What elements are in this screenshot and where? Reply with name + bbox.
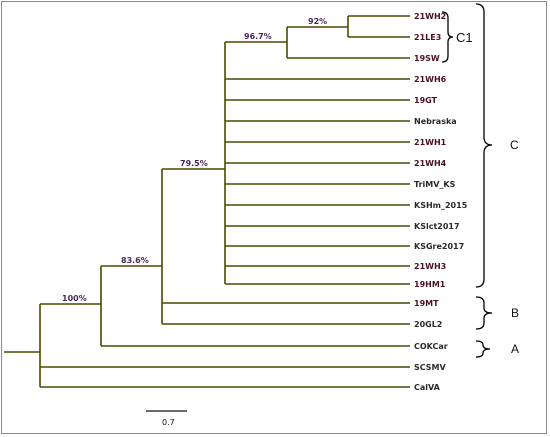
taxon-label: 21WH4 [414, 159, 447, 168]
taxon-label: CalVA [414, 383, 441, 392]
taxon-label: 19MT [414, 299, 439, 308]
support-n100: 100% [62, 294, 87, 303]
clade-label-a: A [511, 342, 519, 356]
clade-brackets: C1 C B A [441, 3, 519, 358]
taxon-label: TriMV_KS [414, 180, 456, 189]
taxon-label: COKCar [414, 342, 448, 351]
taxon-label: 21WH3 [414, 262, 446, 271]
clade-label-c1: C1 [456, 30, 473, 45]
taxon-label: 21WH2 [414, 12, 446, 21]
taxon-label: KSHm_2015 [414, 201, 468, 210]
support-n92: 92% [308, 17, 327, 26]
support-values: 92% 96.7% 79.5% 83.6% 100% [62, 17, 327, 303]
taxon-label: 21LE3 [414, 33, 441, 42]
scale-bar: 0.7 [146, 410, 187, 427]
support-n836: 83.6% [121, 256, 149, 265]
support-n96: 96.7% [244, 32, 272, 41]
taxon-label: 19SW [414, 54, 440, 63]
taxon-label: 19HM1 [414, 280, 446, 289]
taxon-label: 19GT [414, 96, 438, 105]
taxon-label: 21WH1 [414, 138, 447, 147]
taxon-label: KSGre2017 [414, 242, 464, 251]
bracket-c1 [441, 11, 454, 63]
bracket-b [475, 296, 493, 330]
taxon-labels: 21WH2 21LE3 19SW 21WH6 19GT Nebraska 21W… [414, 12, 468, 392]
taxon-label: 20GL2 [414, 320, 442, 329]
clade-label-c: C [510, 138, 519, 152]
taxon-label: SCSMV [414, 363, 447, 372]
taxon-label: KSlct2017 [414, 222, 460, 231]
bracket-a [475, 340, 491, 358]
support-n795: 79.5% [180, 159, 208, 168]
bracket-c [475, 3, 493, 288]
scale-bar-label: 0.7 [162, 418, 175, 427]
tree-branches [4, 15, 410, 388]
clade-label-b: B [511, 306, 519, 320]
taxon-label: Nebraska [414, 117, 457, 126]
taxon-label: 21WH6 [414, 75, 447, 84]
